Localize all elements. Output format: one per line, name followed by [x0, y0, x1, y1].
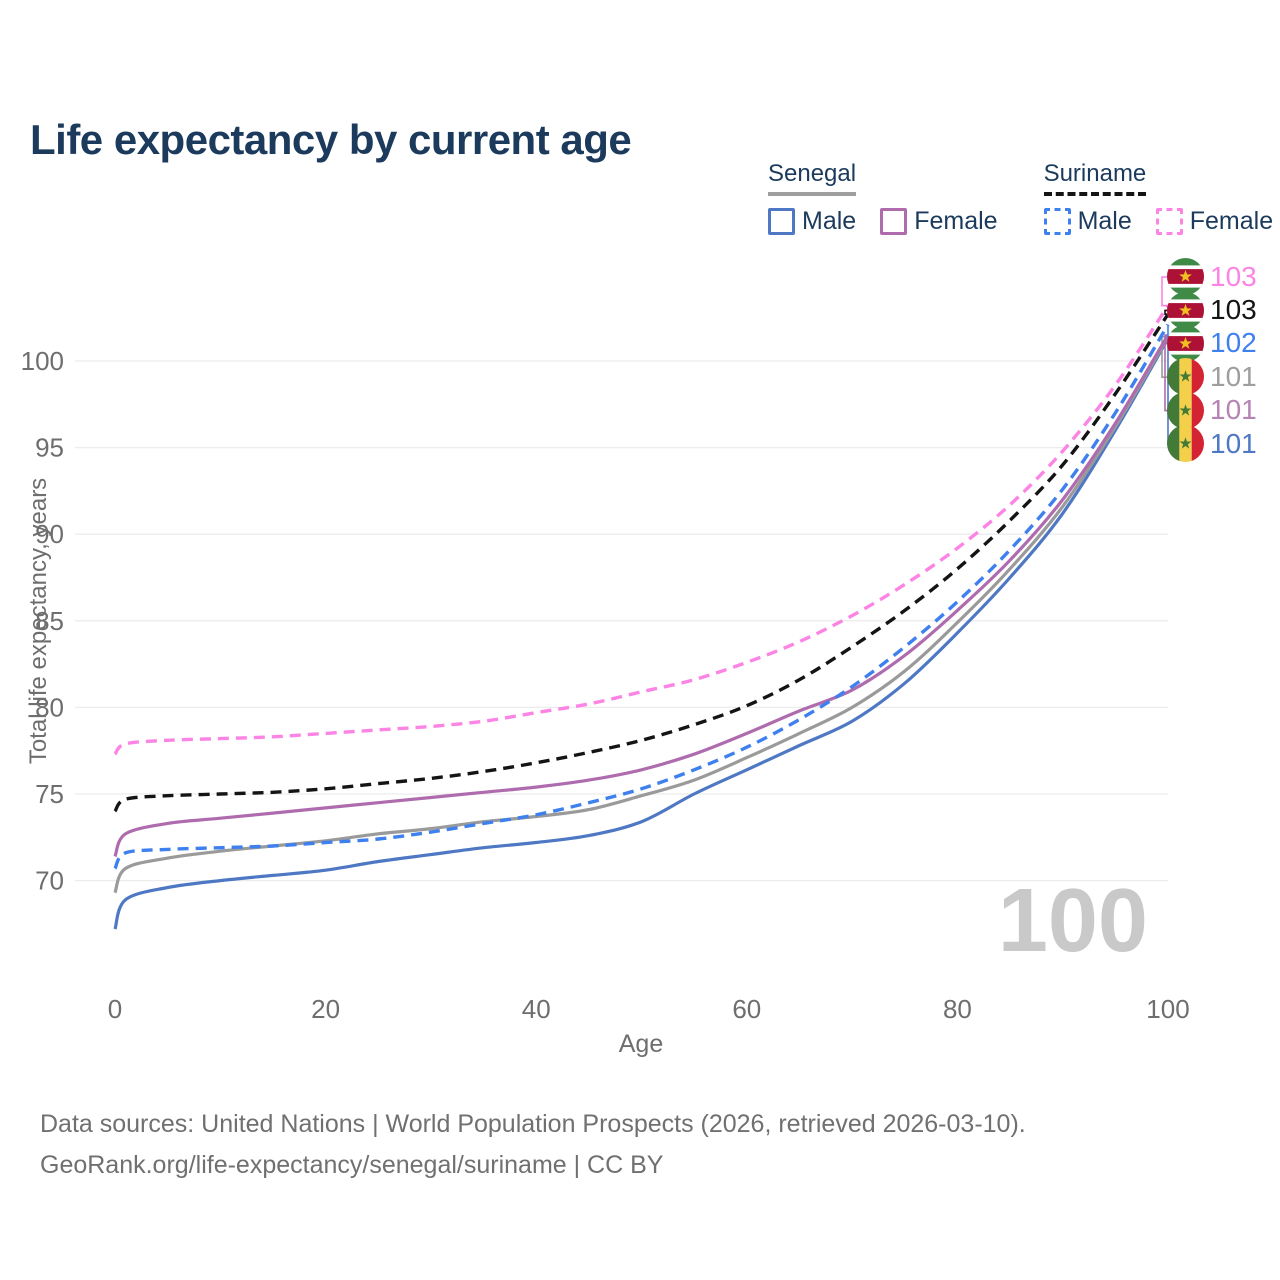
- end-label-row: 102: [1167, 327, 1257, 360]
- footer: Data sources: United Nations | World Pop…: [40, 1104, 1026, 1186]
- senegal-flag-icon: [1167, 358, 1204, 395]
- line-senegal-male[interactable]: [113, 337, 1170, 930]
- end-label-value: 103: [1210, 260, 1257, 292]
- legend-suriname-label: Suriname: [1043, 160, 1147, 196]
- line-suriname-female[interactable]: [113, 304, 1170, 756]
- end-label-row: 101: [1167, 427, 1257, 460]
- end-label-value: 101: [1210, 394, 1257, 426]
- legend-senegal-items: Male Female: [768, 207, 998, 236]
- suriname-flag-icon: [1167, 292, 1204, 329]
- end-label-value: 102: [1210, 327, 1257, 359]
- legend-senegal-male-label[interactable]: Male: [802, 207, 857, 235]
- y-axis-title: Total life expectancy, years: [25, 478, 52, 764]
- legend-suriname-male-label[interactable]: Male: [1077, 207, 1132, 235]
- page-title: Life expectancy by current age: [30, 116, 632, 164]
- end-label-value: 101: [1210, 427, 1257, 459]
- legend-senegal-label: Senegal: [768, 160, 857, 196]
- x-tick-40: 40: [522, 994, 551, 1024]
- legend-suriname-female-label[interactable]: Female: [1189, 207, 1274, 235]
- line-suriname-male[interactable]: [113, 323, 1170, 870]
- line-senegal-female[interactable]: [113, 334, 1170, 858]
- suriname-flag-icon: [1167, 258, 1204, 295]
- hovered-age-watermark: 100: [998, 871, 1148, 971]
- x-tick-80: 80: [943, 994, 972, 1024]
- y-tick-80: 80: [35, 692, 64, 722]
- end-label-row: 103: [1167, 293, 1257, 326]
- x-tick-100: 100: [1146, 994, 1189, 1024]
- legend-suriname-header[interactable]: Suriname: [1043, 160, 1274, 196]
- x-tick-0: 0: [108, 994, 122, 1024]
- end-label-value: 103: [1210, 294, 1257, 326]
- y-tick-85: 85: [35, 606, 64, 636]
- end-label-value: 101: [1210, 360, 1257, 392]
- y-tick-75: 75: [35, 779, 64, 809]
- legend-swatch-suriname-female[interactable]: [1155, 208, 1183, 235]
- footer-attribution: GeoRank.org/life-expectancy/senegal/suri…: [40, 1151, 664, 1179]
- end-label-row: 101: [1167, 360, 1257, 393]
- end-label-row: 101: [1167, 394, 1257, 427]
- legend-group-senegal: Senegal Male Female: [768, 160, 998, 236]
- legend: Senegal Male Female Suriname Male Female: [768, 160, 1273, 236]
- legend-senegal-female-label[interactable]: Female: [914, 207, 998, 235]
- end-label-row: 103: [1167, 260, 1257, 293]
- end-labels: 103 103 102 101 101 101: [1167, 260, 1257, 460]
- y-tick-70: 70: [35, 866, 64, 896]
- x-tick-20: 20: [311, 994, 340, 1024]
- legend-suriname-items: Male Female: [1043, 207, 1274, 236]
- footer-sources: Data sources: United Nations | World Pop…: [40, 1110, 1026, 1138]
- legend-swatch-senegal-male[interactable]: [768, 208, 795, 235]
- y-tick-100: 100: [21, 346, 64, 376]
- line-senegal-total[interactable]: [113, 335, 1170, 894]
- legend-swatch-suriname-male[interactable]: [1043, 208, 1071, 235]
- legend-swatch-senegal-female[interactable]: [880, 208, 908, 235]
- y-tick-95: 95: [35, 433, 64, 463]
- y-tick-90: 90: [35, 519, 64, 549]
- line-suriname-total[interactable]: [113, 313, 1170, 813]
- suriname-flag-icon: [1167, 325, 1204, 362]
- legend-senegal-header[interactable]: Senegal: [768, 160, 998, 196]
- x-axis-title: Age: [619, 1030, 663, 1058]
- legend-group-suriname: Suriname Male Female: [1043, 160, 1274, 236]
- x-tick-60: 60: [732, 994, 761, 1024]
- senegal-flag-icon: [1167, 425, 1204, 462]
- senegal-flag-icon: [1167, 392, 1204, 429]
